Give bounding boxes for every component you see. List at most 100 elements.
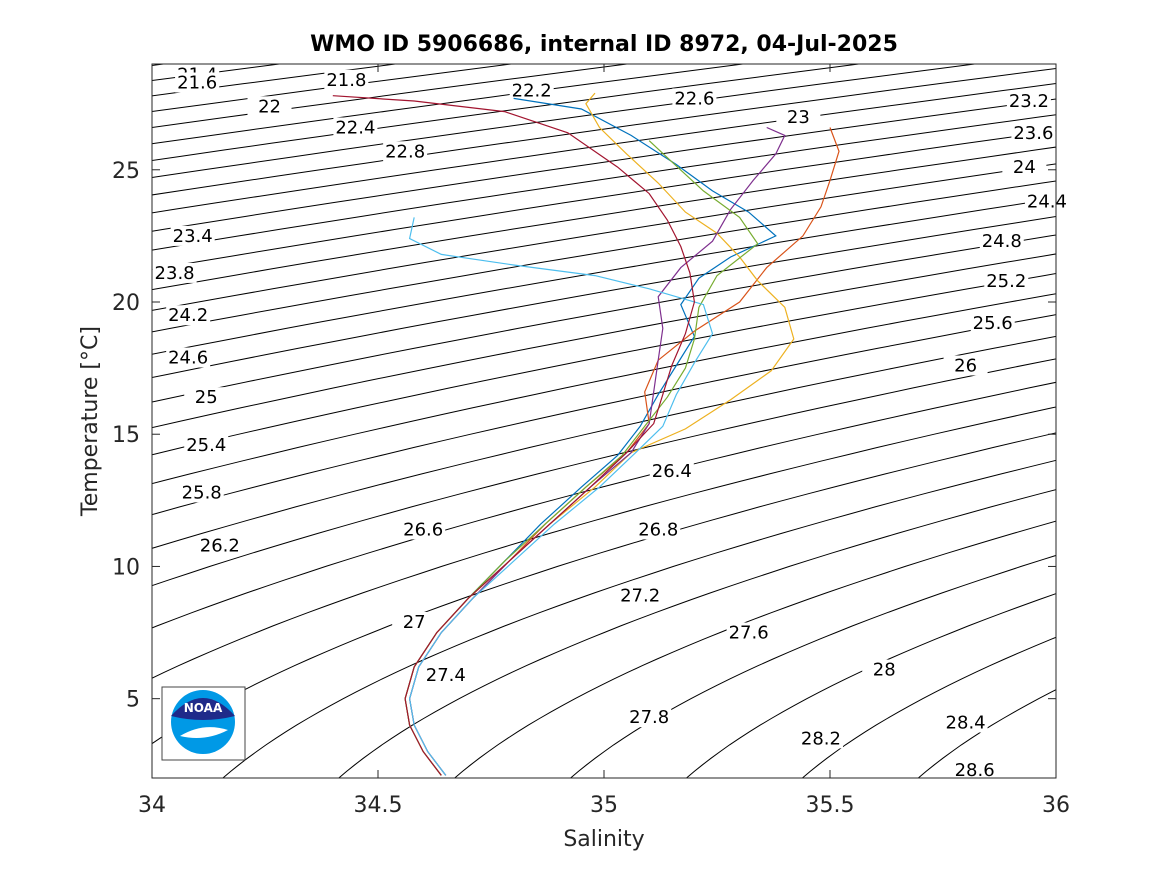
contour-label-bg bbox=[383, 141, 428, 162]
y-tick-label: 20 bbox=[112, 291, 140, 316]
contour-label: 23.8 bbox=[155, 263, 195, 284]
profile-line bbox=[408, 217, 714, 776]
contour-label: 25.8 bbox=[182, 482, 222, 503]
contour-label: 28 bbox=[873, 660, 896, 681]
contour-label: 22.8 bbox=[385, 141, 425, 162]
contour-label: 22.4 bbox=[335, 117, 375, 138]
contour-label: 21.8 bbox=[326, 70, 366, 91]
contour-label-bg bbox=[170, 225, 215, 246]
plot-area bbox=[152, 64, 1056, 778]
isopycnal-line bbox=[338, 489, 1056, 778]
isopycnal-line bbox=[152, 335, 1056, 549]
isopycnal-line bbox=[152, 293, 1056, 485]
isopycnal-line bbox=[152, 83, 1056, 214]
contour-label-bg bbox=[333, 117, 378, 138]
contour-label: 27.6 bbox=[729, 623, 769, 644]
density-contours bbox=[152, 64, 1056, 778]
contour-label-bg bbox=[1011, 122, 1056, 143]
contour-label: 26.8 bbox=[638, 519, 678, 540]
contour-label-bg bbox=[776, 106, 821, 127]
contour-labels: 21.421.621.82222.222.422.622.82323.223.4… bbox=[152, 64, 1069, 781]
contour-label-bg bbox=[672, 88, 717, 109]
isopycnal-line bbox=[152, 163, 1056, 311]
contour-label: 24.4 bbox=[1027, 192, 1067, 213]
isopycnal-line bbox=[152, 67, 1056, 196]
isopycnal-line bbox=[152, 130, 1056, 271]
noaa-bird-icon bbox=[171, 698, 235, 720]
contour-label: 28.6 bbox=[955, 760, 995, 781]
contour-label: 26.6 bbox=[403, 519, 443, 540]
contour-label-bg bbox=[152, 262, 197, 283]
contour-label-bg bbox=[184, 387, 229, 408]
contour-label: 26 bbox=[954, 355, 977, 376]
y-tick-label: 15 bbox=[112, 423, 140, 448]
contour-label: 23.6 bbox=[1013, 123, 1053, 144]
contour-label: 27 bbox=[403, 612, 426, 633]
contour-label: 27.4 bbox=[426, 665, 466, 686]
isopycnal-line bbox=[453, 520, 1056, 778]
contour-label: 27.8 bbox=[629, 707, 669, 728]
x-axis-label: Salinity bbox=[563, 827, 644, 852]
contour-label: 23.4 bbox=[173, 226, 213, 247]
contour-label-bg bbox=[423, 664, 468, 685]
contour-label-bg bbox=[197, 535, 242, 556]
contour-label-bg bbox=[401, 519, 446, 540]
contour-label: 24.6 bbox=[168, 348, 208, 369]
y-tick-label: 10 bbox=[112, 555, 140, 580]
contour-label: 22.2 bbox=[512, 80, 552, 101]
contour-label-bg bbox=[166, 305, 211, 326]
contour-label: 21.6 bbox=[177, 73, 217, 94]
contour-label-bg bbox=[184, 434, 229, 455]
isopycnal-line bbox=[152, 381, 1056, 629]
y-axis-label: Temperature [°C] bbox=[78, 326, 103, 517]
contour-label-bg bbox=[943, 712, 988, 733]
profile-line bbox=[332, 95, 696, 776]
contour-label-bg bbox=[952, 760, 997, 781]
contour-label-bg bbox=[636, 519, 681, 540]
isopycnal-line bbox=[152, 114, 1056, 251]
contour-label: 23 bbox=[787, 107, 810, 128]
isopycnal-line bbox=[152, 64, 979, 179]
contour-label-bg bbox=[798, 728, 843, 749]
contour-label: 28.2 bbox=[801, 728, 841, 749]
contour-label: 25 bbox=[195, 387, 218, 408]
x-axis: 34 34.5 35 35.5 36 bbox=[138, 64, 1070, 818]
x-tick-label: 35.5 bbox=[806, 793, 855, 818]
contour-label: 26.4 bbox=[652, 461, 692, 482]
x-tick-label: 34 bbox=[138, 793, 166, 818]
contour-label: 24 bbox=[1013, 157, 1036, 178]
isopycnal-line bbox=[801, 636, 1056, 778]
contour-label-bg bbox=[970, 313, 1015, 334]
contour-label-bg bbox=[324, 69, 369, 90]
contour-label-bg bbox=[649, 461, 694, 482]
contour-label-bg bbox=[1006, 91, 1051, 112]
contour-label-bg bbox=[862, 659, 907, 680]
isopycnal-line bbox=[152, 253, 1056, 429]
contour-label: 22.6 bbox=[674, 88, 714, 109]
isopycnal-line bbox=[152, 406, 1056, 679]
contour-label: 25.2 bbox=[986, 271, 1026, 292]
isopycnal-line bbox=[152, 146, 1056, 291]
contour-label-bg bbox=[984, 270, 1029, 291]
isopycnal-line bbox=[152, 358, 1056, 587]
contour-label-bg bbox=[175, 72, 220, 93]
contour-label-bg bbox=[726, 622, 771, 643]
y-tick-label: 5 bbox=[126, 688, 140, 713]
contour-label: 27.2 bbox=[620, 586, 660, 607]
noaa-logo-text: NOAA bbox=[184, 701, 223, 715]
chart-title: WMO ID 5906686, internal ID 8972, 04-Jul… bbox=[310, 32, 898, 57]
noaa-logo: NOAA bbox=[161, 686, 246, 761]
contour-label-bg bbox=[509, 80, 554, 101]
contour-label-bg bbox=[943, 355, 988, 376]
isopycnal-line bbox=[569, 554, 1056, 778]
contour-label: 28.4 bbox=[946, 712, 986, 733]
contour-label: 22 bbox=[258, 96, 281, 117]
contour-label: 25.4 bbox=[186, 435, 226, 456]
isopycnal-line bbox=[152, 98, 1056, 232]
contour-label: 25.6 bbox=[973, 313, 1013, 334]
x-tick-label: 34.5 bbox=[354, 793, 403, 818]
contour-label-bg bbox=[1002, 157, 1047, 178]
contour-label-bg bbox=[618, 585, 663, 606]
contour-label: 26.2 bbox=[200, 535, 240, 556]
